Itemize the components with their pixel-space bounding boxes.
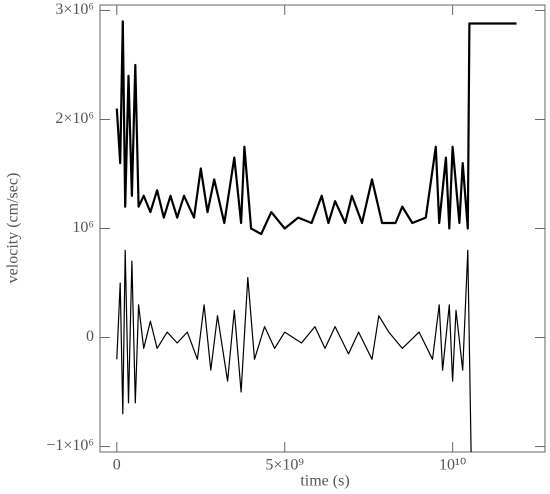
x-tick-label: 0 bbox=[113, 457, 121, 474]
x-tick-label: 10¹⁰ bbox=[439, 457, 466, 474]
x-tick-label: 5×10⁹ bbox=[265, 457, 304, 474]
y-tick-label: −1×10⁶ bbox=[46, 437, 94, 454]
y-tick-label: 10⁶ bbox=[72, 219, 94, 236]
plot-frame bbox=[99, 4, 546, 453]
y-tick-label: 3×10⁶ bbox=[55, 1, 94, 18]
y-tick-label: 0 bbox=[86, 328, 94, 345]
series-line bbox=[116, 249, 472, 453]
series-line bbox=[115, 20, 517, 236]
x-axis-label: time (s) bbox=[300, 473, 349, 490]
y-tick-label: 2×10⁶ bbox=[55, 110, 94, 127]
y-axis-label: velocity (cm/sec) bbox=[5, 173, 22, 284]
